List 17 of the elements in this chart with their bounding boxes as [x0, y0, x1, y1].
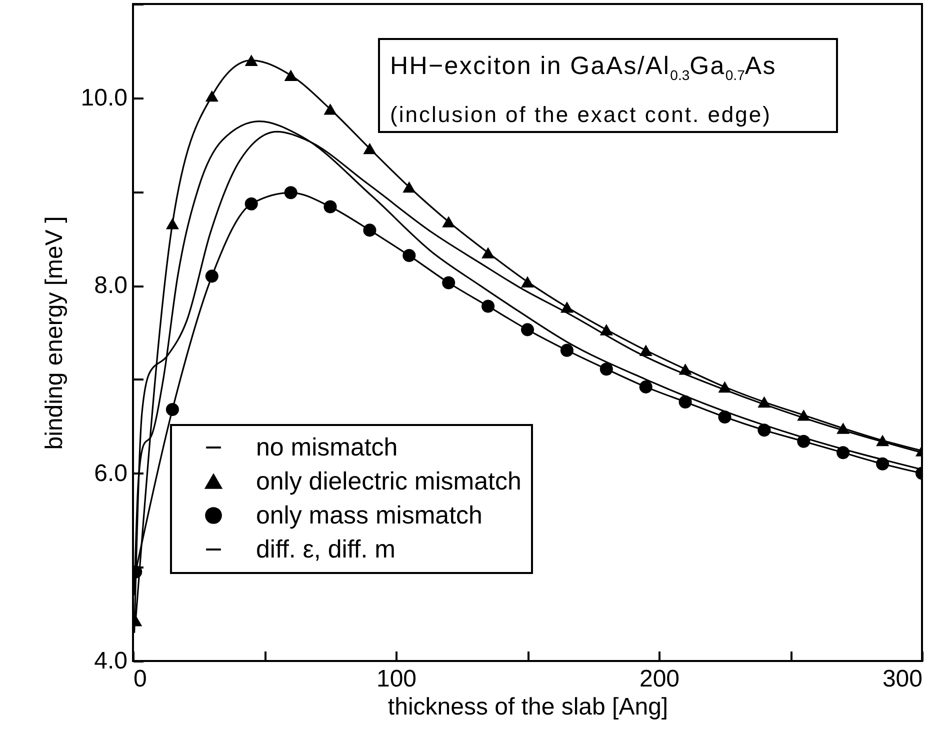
y-tick-label: 8.0: [94, 272, 128, 300]
legend-label: diff. ε, diff. m: [256, 536, 396, 564]
x-tick-label: 300: [882, 666, 922, 692]
annotation: HH−exciton in GaAs/Al$_{0.3}$Ga$_{0.7}$As: [390, 51, 778, 85]
note-box: HH−exciton in GaAs/Al$_{0.3}$Ga$_{0.7}$As (inclusion of the exact cont. edge): [378, 38, 838, 133]
y-axis-title: binding energy [meV ]: [40, 216, 68, 450]
x-axis-title: thickness of the slab [Ang]: [388, 694, 668, 720]
legend-label: only dielectric mismatch: [256, 468, 522, 496]
legend-label: only mass mismatch: [256, 502, 482, 530]
x-tick-label: 200: [639, 666, 680, 692]
x-tick-label: 0: [134, 666, 147, 692]
annotation: (inclusion of the exact cont. edge): [390, 101, 772, 129]
y-tick-label: 4.0: [94, 648, 128, 674]
y-tick-label: 10.0: [80, 84, 128, 112]
legend-label: no mismatch: [256, 434, 398, 462]
y-tick-label: 6.0: [94, 460, 128, 487]
x-tick-label: 100: [376, 666, 417, 692]
